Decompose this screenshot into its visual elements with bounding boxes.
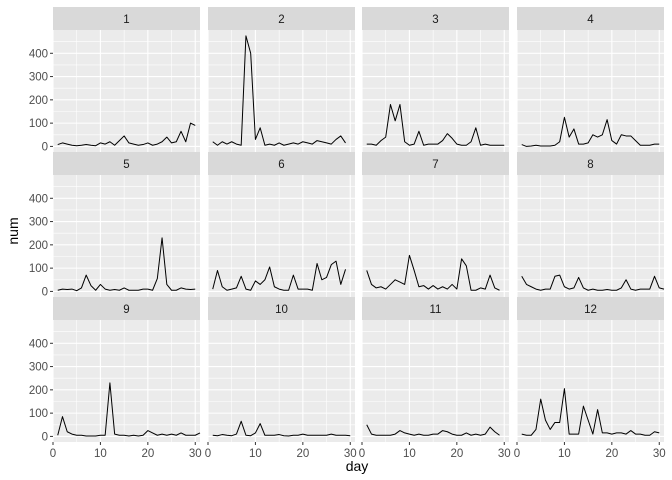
facet-strip-label: 5 [123,159,129,171]
x-tick-label: 10 [94,448,107,460]
series-line-8 [521,274,665,291]
facet-panel-7: 7 [361,152,509,297]
x-tick-label: 20 [450,448,463,460]
facet-strip [517,152,664,175]
y-tick-label: 100 [29,408,48,420]
y-tick-label: 400 [29,48,48,60]
facet-strip [208,297,355,320]
series-line-12 [521,388,660,436]
y-axis-title: num [5,217,21,244]
facet-strip-label: 2 [278,14,284,26]
facet-strip-label: 6 [278,159,284,171]
series-line-4 [521,116,660,147]
facet-strip-label: 12 [584,304,597,316]
x-tick-label: 0 [50,448,56,460]
facet-strip-label: 7 [432,159,438,171]
y-tick-label: 0 [42,431,48,443]
facet-panel-5: 5 0 100 200 300 400 [29,152,200,298]
facet-panel-1: 1 0 100 200 300 400 [29,7,200,153]
y-tick-label: 200 [29,240,48,252]
facet-strip [208,7,355,30]
panel-background [208,30,355,152]
x-tick-label: 20 [141,448,154,460]
facet-strip [362,152,509,175]
y-tick-label: 0 [42,286,48,298]
series-line-6 [212,260,346,291]
facet-strip-label: 9 [123,304,129,316]
facet-strip [517,7,664,30]
x-tick-label: 20 [605,448,618,460]
facet-panel-3: 3 [361,7,509,152]
x-tick-label: 0 [514,448,520,460]
panel-background [53,30,200,152]
panel-background [53,320,200,442]
facet-strip [362,7,509,30]
panel-background [517,175,664,297]
facet-strip [362,297,509,320]
series-line-11 [366,424,500,436]
facet-strip-label: 11 [430,304,442,316]
facet-strip-label: 8 [587,159,593,171]
x-tick-label: 0 [205,448,211,460]
x-tick-label: 30 [189,448,202,460]
facet-panel-6: 6 [207,152,355,297]
facet-panel-4: 4 [516,7,664,152]
x-tick-label: 0 [359,448,365,460]
series-line-1 [57,122,196,147]
panel-background [362,175,509,297]
series-line-5 [57,237,196,292]
y-tick-label: 300 [29,72,48,84]
facet-strip-label: 4 [587,14,594,26]
series-line-3 [366,104,505,146]
panel-background [517,320,664,442]
x-tick-label: 30 [344,448,357,460]
facet-panel-10: 10 0 10 20 30 [205,297,357,460]
panel-background [208,175,355,297]
panel-background [517,30,664,152]
series-line-7 [366,254,500,291]
y-tick-label: 400 [29,193,48,205]
x-tick-label: 30 [653,448,666,460]
panel-background [208,320,355,442]
panel-background [53,175,200,297]
x-axis-title: day [346,458,369,474]
panel-background [362,30,509,152]
facet-strip [517,297,664,320]
y-tick-label: 100 [29,118,48,130]
facet-strip-label: 1 [123,14,129,26]
y-tick-label: 0 [42,141,48,153]
x-tick-label: 20 [296,448,309,460]
series-line-2 [212,35,346,146]
facet-strip-label: 3 [432,14,438,26]
facet-strip [208,152,355,175]
facet-strip [53,297,200,320]
y-tick-label: 300 [29,362,48,374]
facet-panel-9: 9 0 100 200 300 400 0 10 20 30 [29,297,202,460]
panel-background [362,320,509,442]
series-line-9 [57,382,201,437]
y-tick-label: 200 [29,95,48,107]
y-tick-label: 400 [29,338,48,350]
facet-panel-12: 12 0 10 20 30 [514,297,666,460]
facet-strip-label: 10 [275,304,288,316]
facet-panel-2: 2 [207,7,355,152]
x-tick-label: 10 [249,448,262,460]
facet-panel-11: 11 0 10 20 30 [359,297,511,460]
y-tick-label: 300 [29,217,48,229]
series-line-10 [212,420,351,437]
y-tick-label: 200 [29,385,48,397]
facet-strip [53,152,200,175]
facet-panel-8: 8 [516,152,665,297]
x-tick-label: 30 [498,448,511,460]
x-tick-label: 10 [403,448,416,460]
facet-strip [53,7,200,30]
y-tick-label: 100 [29,263,48,275]
x-tick-label: 10 [558,448,571,460]
